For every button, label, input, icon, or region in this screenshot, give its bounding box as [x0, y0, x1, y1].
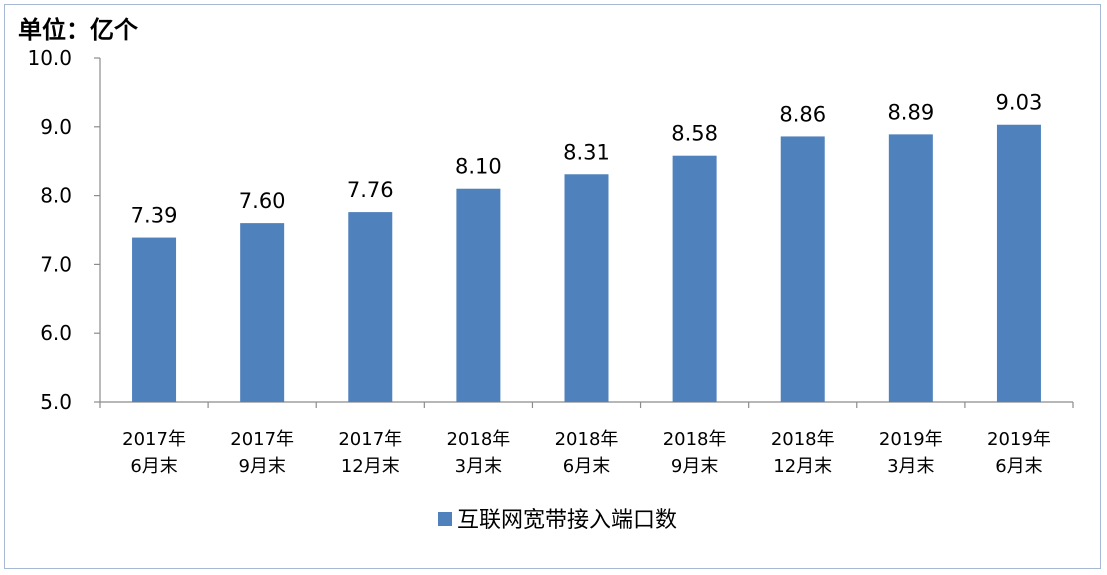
x-tick-label-year: 2019年 — [987, 429, 1051, 450]
y-tick-label: 7.0 — [40, 252, 72, 276]
data-label: 8.31 — [563, 140, 610, 164]
x-tick-label-month: 9月末 — [671, 456, 718, 477]
bars — [132, 124, 1041, 403]
data-label: 9.03 — [996, 91, 1043, 115]
unit-label: 单位：亿个 — [18, 16, 139, 44]
data-label: 7.76 — [347, 178, 394, 202]
data-label: 8.86 — [779, 102, 826, 126]
x-tick-label-year: 2017年 — [230, 429, 294, 450]
x-tick-label-year: 2017年 — [338, 429, 402, 450]
x-tick-label-month: 6月末 — [563, 456, 610, 477]
bar — [780, 136, 825, 402]
y-tick-labels: 5.0 6.0 7.0 8.0 9.0 10.0 — [27, 46, 72, 414]
bar — [564, 174, 609, 402]
bar — [456, 188, 501, 402]
data-label: 8.58 — [671, 122, 718, 146]
x-tick-label-month: 3月末 — [455, 456, 502, 477]
x-tick-label-month: 9月末 — [238, 456, 285, 477]
x-tick-label-year: 2018年 — [771, 429, 835, 450]
bar — [348, 212, 393, 402]
x-tick-label-month: 3月末 — [887, 456, 934, 477]
x-tick-labels: 2017年 6月末 2017年 9月末 2017年 12月末 2018年 3月末 2018年 6月… — [122, 429, 1051, 477]
bar — [132, 237, 177, 402]
y-tick-label: 8.0 — [40, 184, 72, 208]
x-tick-label-month: 12月末 — [341, 456, 400, 477]
bar — [996, 124, 1041, 403]
x-tick-label-month: 6月末 — [130, 456, 177, 477]
bar — [672, 155, 717, 402]
x-tick-label-year: 2018年 — [555, 429, 619, 450]
data-label: 8.89 — [887, 100, 934, 124]
x-tick-label-year: 2018年 — [663, 429, 727, 450]
x-tick-label-year: 2019年 — [879, 429, 943, 450]
y-tick-label: 9.0 — [40, 115, 72, 139]
legend-label: 互联网宽带接入端口数 — [457, 508, 677, 533]
data-labels: 7.39 7.60 7.76 8.10 8.31 8.58 8.86 8.89 9.03 — [131, 91, 1043, 228]
y-tick-label: 5.0 — [40, 390, 72, 414]
legend-swatch — [438, 512, 452, 526]
x-tick-label-year: 2018年 — [446, 429, 510, 450]
x-tick-label-year: 2017年 — [122, 429, 186, 450]
data-label: 7.60 — [239, 189, 286, 213]
y-tick-label: 10.0 — [27, 46, 72, 70]
legend: 互联网宽带接入端口数 — [438, 508, 677, 533]
bar — [240, 223, 285, 402]
data-label: 8.10 — [455, 155, 502, 179]
data-label: 7.39 — [131, 204, 178, 228]
bar — [888, 134, 933, 403]
x-tick-label-month: 6月末 — [995, 456, 1042, 477]
x-tick-label-month: 12月末 — [773, 456, 832, 477]
y-tick-label: 6.0 — [40, 321, 72, 345]
